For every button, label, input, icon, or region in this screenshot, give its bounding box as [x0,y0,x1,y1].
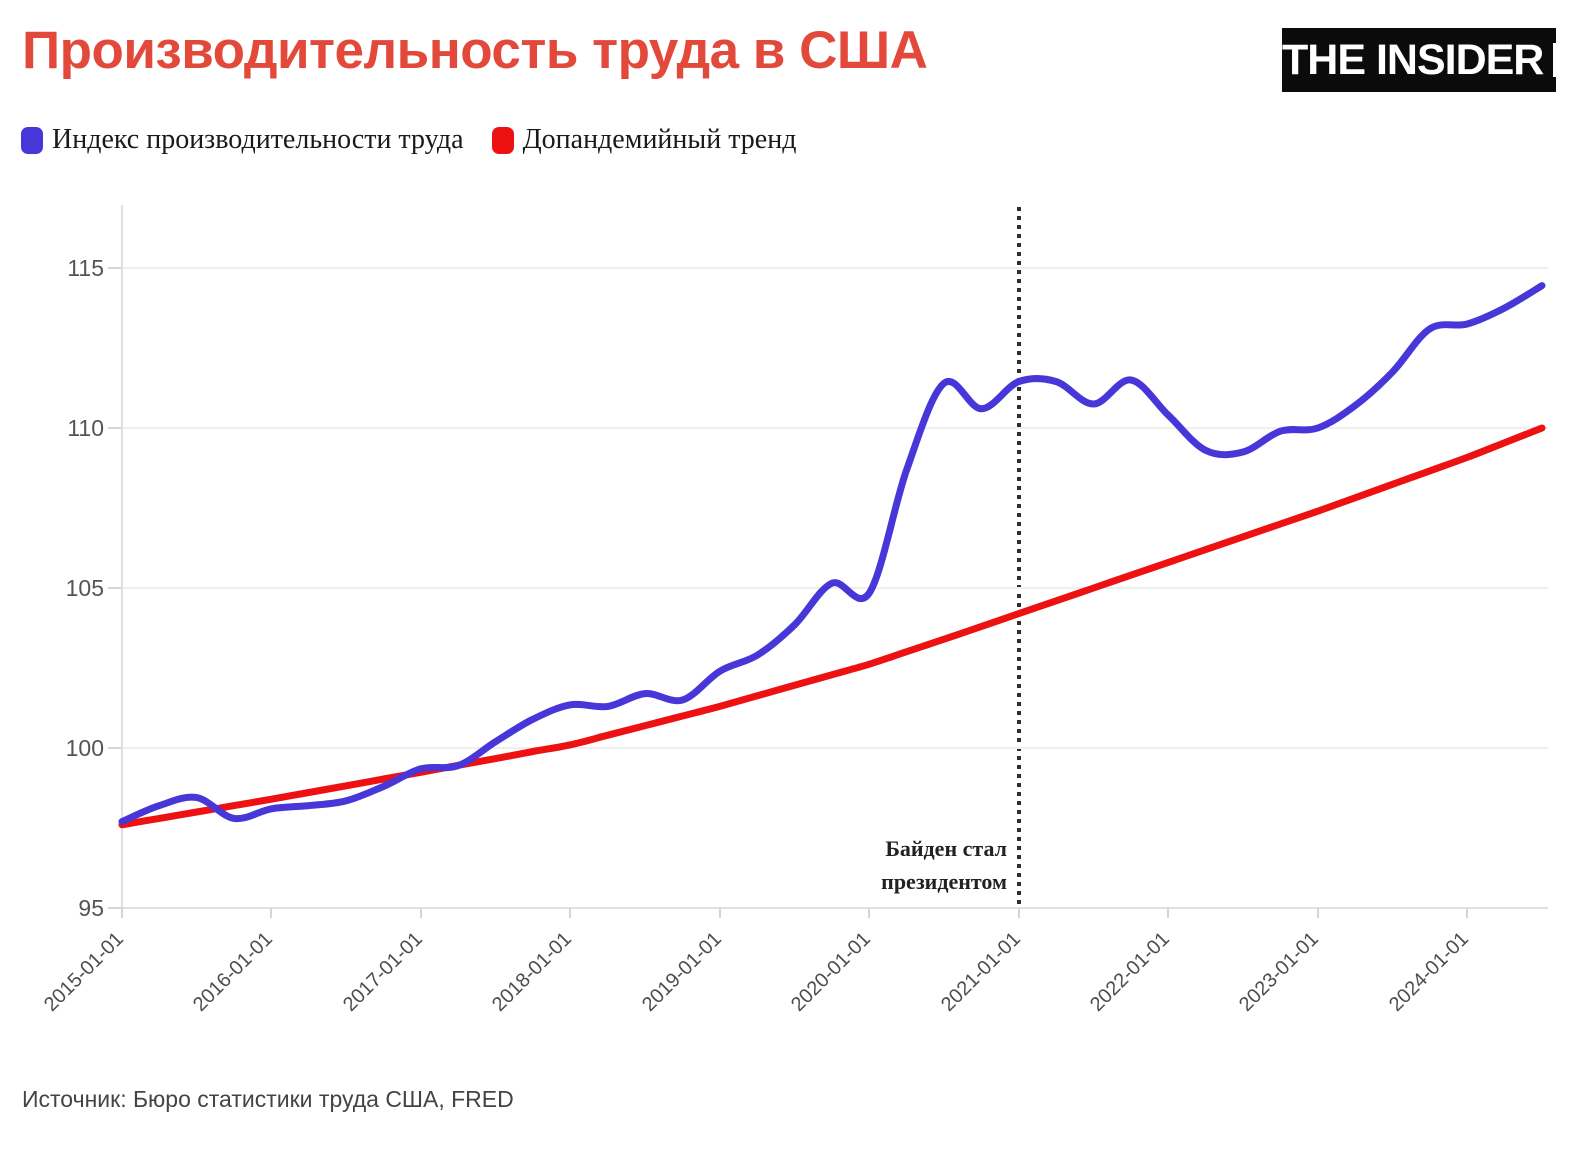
y-tick-label: 110 [67,415,104,441]
biden-annotation: Байден стал президентом [881,832,1007,898]
biden-annotation-line1: Байден стал [885,836,1007,861]
y-tick-label: 100 [65,735,104,761]
brand-logo: THE INSIDER [1282,28,1556,92]
x-tick-mark [419,908,422,918]
y-tick-label: 105 [65,575,104,601]
legend-swatch-icon [491,126,514,154]
y-tick-mark [108,427,122,429]
x-tick-mark [121,908,123,918]
y-tick-label: 115 [67,255,104,281]
logo-cursor-bar-icon [1553,43,1556,77]
legend-item-0: Индекс производительности труда [21,124,464,156]
productivity-line [118,282,1546,826]
gridline [122,747,1548,749]
x-tick-mark [1167,908,1170,918]
source-note: Источник: Бюро статистики труда США, FRE… [22,1086,514,1112]
x-tick-mark [569,908,572,918]
legend-label: Допандемийный тренд [522,124,797,155]
x-tick-mark [1466,908,1469,918]
gridline [122,587,1548,589]
legend-item-1: Допандемийный тренд [491,124,797,156]
legend: Индекс производительности труда Допандеми… [21,124,796,156]
biden-event-vline [1017,207,1021,906]
x-tick-mark [1316,908,1319,918]
biden-annotation-line2: президентом [881,869,1007,894]
x-tick-mark [718,908,721,918]
gridline [122,427,1548,429]
y-tick-mark [108,747,122,749]
gridline [122,267,1548,269]
x-axis-line [122,907,1548,909]
y-tick-mark [108,267,122,269]
y-tick-label: 95 [78,895,104,921]
y-tick-mark [108,907,122,909]
trend-line [118,424,1546,829]
y-axis-line [121,205,123,908]
x-tick-mark [1017,908,1020,918]
y-tick-mark [108,587,122,589]
page-title: Производительность труда в США [22,21,928,80]
legend-swatch-icon [21,126,43,154]
x-tick-mark [868,908,871,918]
x-tick-mark [270,908,273,918]
brand-logo-text: THE INSIDER [1282,35,1544,84]
legend-label: Индекс производительности труда [52,124,464,155]
